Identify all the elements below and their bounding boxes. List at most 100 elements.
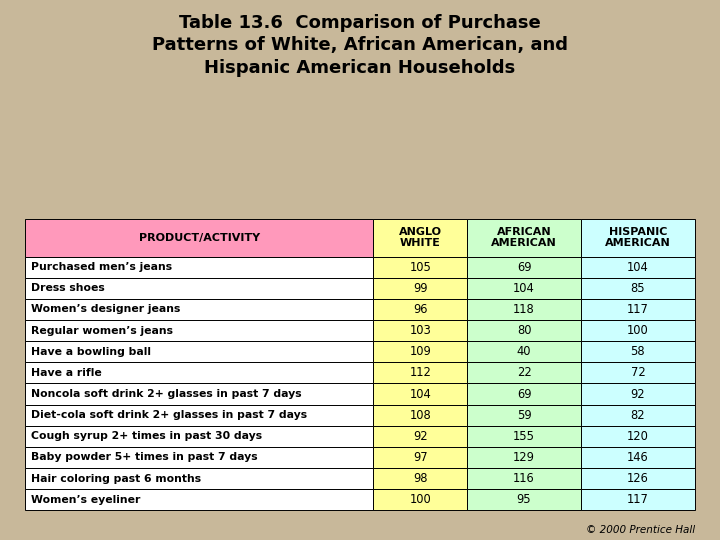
Text: 82: 82 (631, 409, 645, 422)
Bar (581, 468, 695, 489)
Bar (374, 489, 467, 510)
Bar (25, 468, 374, 489)
Text: 69: 69 (517, 388, 531, 401)
Bar (581, 489, 695, 510)
Text: 109: 109 (410, 345, 431, 358)
Bar (25, 299, 374, 320)
Text: 22: 22 (517, 366, 531, 380)
Text: 146: 146 (627, 451, 649, 464)
Bar (467, 468, 581, 489)
Bar (374, 219, 467, 256)
Text: 112: 112 (410, 366, 431, 380)
Text: 104: 104 (410, 388, 431, 401)
Text: Purchased men’s jeans: Purchased men’s jeans (31, 262, 172, 272)
Text: 59: 59 (517, 409, 531, 422)
Text: Have a rifle: Have a rifle (31, 368, 102, 378)
Text: 155: 155 (513, 430, 535, 443)
Bar (374, 383, 467, 404)
Bar (467, 447, 581, 468)
Text: 116: 116 (513, 472, 535, 485)
Text: Have a bowling ball: Have a bowling ball (31, 347, 151, 357)
Text: 58: 58 (631, 345, 645, 358)
Text: 126: 126 (627, 472, 649, 485)
Text: Baby powder 5+ times in past 7 days: Baby powder 5+ times in past 7 days (31, 453, 258, 462)
Bar (25, 278, 374, 299)
Text: Table 13.6  Comparison of Purchase
Patterns of White, African American, and
Hisp: Table 13.6 Comparison of Purchase Patter… (152, 14, 568, 77)
Bar (467, 299, 581, 320)
Bar (25, 404, 374, 426)
Text: 117: 117 (627, 493, 649, 506)
Bar (25, 426, 374, 447)
Bar (25, 362, 374, 383)
Bar (374, 299, 467, 320)
Text: 100: 100 (627, 324, 649, 337)
Text: 96: 96 (413, 303, 428, 316)
Bar (467, 426, 581, 447)
Bar (467, 341, 581, 362)
Text: Noncola soft drink 2+ glasses in past 7 days: Noncola soft drink 2+ glasses in past 7 … (31, 389, 302, 399)
Bar (374, 278, 467, 299)
Text: 108: 108 (410, 409, 431, 422)
Text: 85: 85 (631, 282, 645, 295)
Bar (467, 219, 581, 256)
Text: Regular women’s jeans: Regular women’s jeans (31, 326, 173, 335)
Text: 92: 92 (413, 430, 428, 443)
Text: AFRICAN
AMERICAN: AFRICAN AMERICAN (491, 227, 557, 248)
Text: 105: 105 (410, 261, 431, 274)
Text: 40: 40 (517, 345, 531, 358)
Text: Hair coloring past 6 months: Hair coloring past 6 months (31, 474, 201, 484)
Text: 100: 100 (410, 493, 431, 506)
Bar (581, 362, 695, 383)
Bar (467, 278, 581, 299)
Text: 69: 69 (517, 261, 531, 274)
Bar (467, 404, 581, 426)
Text: 99: 99 (413, 282, 428, 295)
Bar (581, 404, 695, 426)
Text: 117: 117 (627, 303, 649, 316)
Text: Cough syrup 2+ times in past 30 days: Cough syrup 2+ times in past 30 days (31, 431, 262, 441)
Bar (467, 383, 581, 404)
Bar (25, 489, 374, 510)
Text: 120: 120 (627, 430, 649, 443)
Text: 92: 92 (631, 388, 645, 401)
Bar (25, 219, 374, 256)
Bar (581, 383, 695, 404)
Text: Women’s designer jeans: Women’s designer jeans (31, 305, 180, 314)
Bar (581, 426, 695, 447)
Text: PRODUCT/ACTIVITY: PRODUCT/ACTIVITY (139, 233, 260, 242)
Bar (374, 341, 467, 362)
Bar (25, 256, 374, 278)
Bar (467, 362, 581, 383)
Bar (581, 447, 695, 468)
Text: © 2000 Prentice Hall: © 2000 Prentice Hall (585, 524, 695, 535)
Text: HISPANIC
AMERICAN: HISPANIC AMERICAN (605, 227, 671, 248)
Text: 95: 95 (517, 493, 531, 506)
Text: 98: 98 (413, 472, 428, 485)
Text: ANGLO
WHITE: ANGLO WHITE (399, 227, 442, 248)
Text: 104: 104 (627, 261, 649, 274)
Text: 129: 129 (513, 451, 535, 464)
Bar (581, 299, 695, 320)
Text: 104: 104 (513, 282, 535, 295)
Bar (467, 320, 581, 341)
Bar (374, 362, 467, 383)
Bar (374, 447, 467, 468)
Bar (581, 341, 695, 362)
Text: 72: 72 (631, 366, 645, 380)
Bar (467, 489, 581, 510)
Bar (374, 256, 467, 278)
Bar (581, 256, 695, 278)
Bar (374, 320, 467, 341)
Bar (467, 256, 581, 278)
Bar (374, 426, 467, 447)
Text: Diet-cola soft drink 2+ glasses in past 7 days: Diet-cola soft drink 2+ glasses in past … (31, 410, 307, 420)
Bar (581, 219, 695, 256)
Text: 80: 80 (517, 324, 531, 337)
Bar (25, 320, 374, 341)
Text: Dress shoes: Dress shoes (31, 284, 104, 293)
Bar (25, 383, 374, 404)
Bar (374, 404, 467, 426)
Text: 97: 97 (413, 451, 428, 464)
Text: Women’s eyeliner: Women’s eyeliner (31, 495, 140, 505)
Bar (25, 447, 374, 468)
